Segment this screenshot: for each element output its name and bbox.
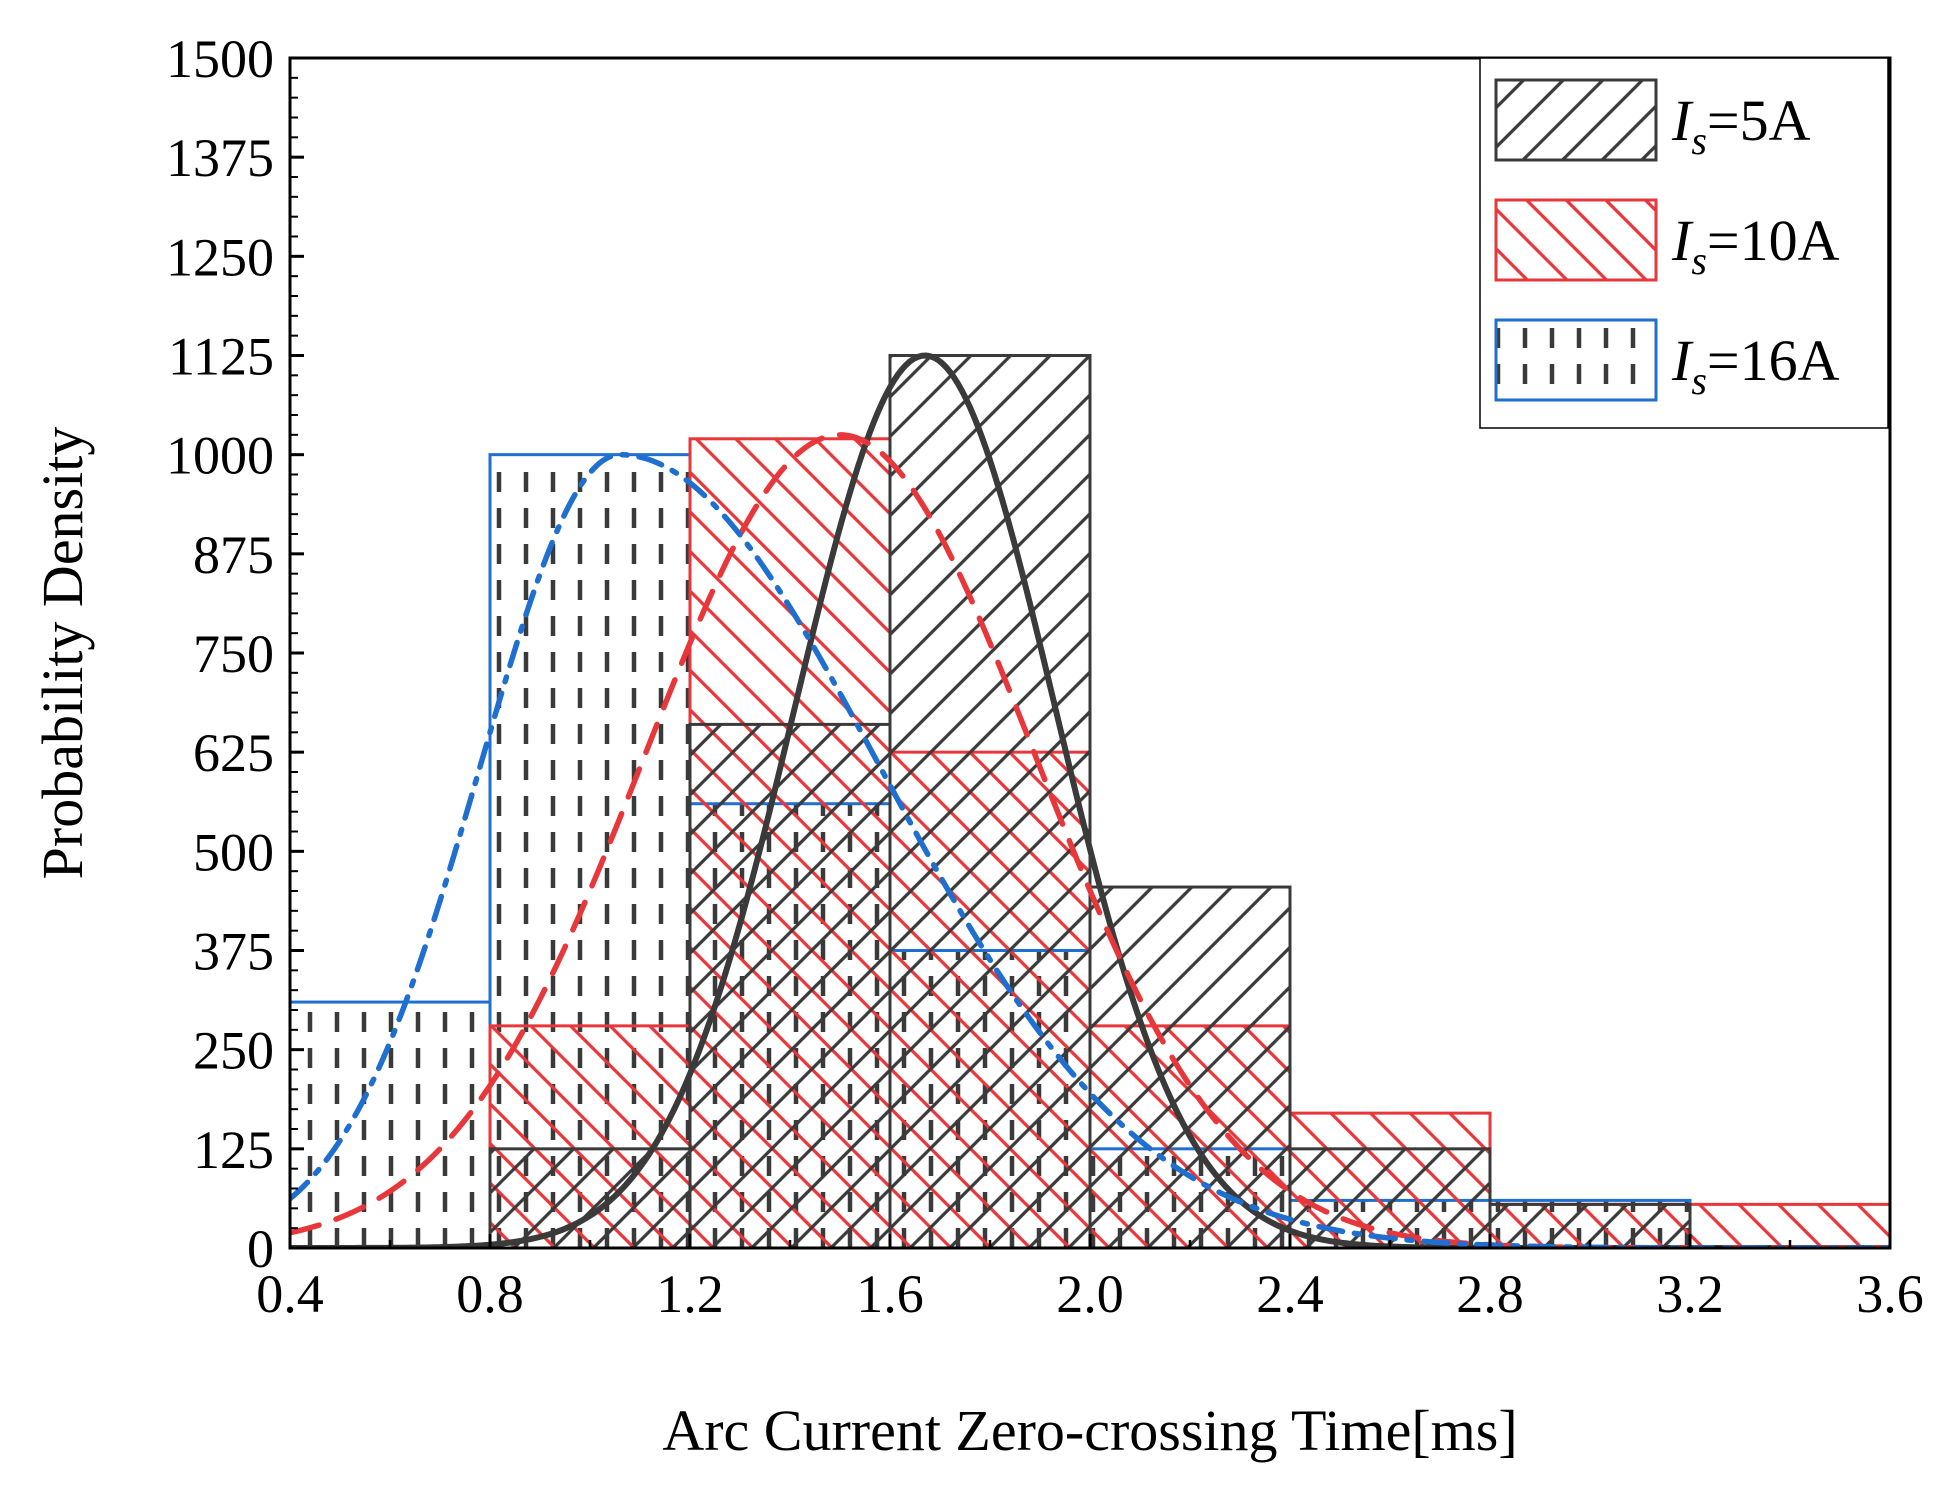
bar xyxy=(1088,885,1292,1248)
y-tick-label: 1250 xyxy=(166,227,274,287)
legend-swatch xyxy=(1494,198,1658,282)
x-tick-label: 0.4 xyxy=(256,1264,324,1324)
x-tick-label: 2.8 xyxy=(1456,1264,1524,1324)
legend: Is=5A Is=10A Is=16A xyxy=(1479,57,1889,429)
legend-label: Is=10A xyxy=(1671,208,1840,283)
x-tick-label: 2.0 xyxy=(1056,1264,1124,1324)
series-is-5a-bars xyxy=(488,354,1692,1248)
bar xyxy=(888,354,1092,1248)
legend-entry: Is=5A xyxy=(1494,78,1811,163)
y-tick-label: 250 xyxy=(193,1021,274,1081)
y-axis: 0 125 250 375 500 625 750 875 1000 1125 1250 1375 15… xyxy=(166,29,304,1279)
y-tick-label: 375 xyxy=(193,922,274,982)
x-axis-title: Arc Current Zero-crossing Time[ms] xyxy=(662,1398,1517,1463)
y-tick-label: 125 xyxy=(193,1120,274,1180)
x-tick-label: 1.6 xyxy=(856,1264,924,1324)
y-tick-label: 1125 xyxy=(168,327,274,387)
x-tick-label: 3.6 xyxy=(1856,1264,1924,1324)
y-tick-label: 1500 xyxy=(166,29,274,89)
y-tick-label: 500 xyxy=(193,822,274,882)
y-tick-label: 625 xyxy=(193,723,274,783)
x-tick-label: 3.2 xyxy=(1656,1264,1724,1324)
y-tick-label: 1375 xyxy=(166,128,274,188)
bar xyxy=(488,1147,692,1248)
legend-entry: Is=10A xyxy=(1494,198,1840,283)
y-tick-label: 875 xyxy=(193,525,274,585)
x-tick-label: 2.4 xyxy=(1256,1264,1324,1324)
legend-swatch xyxy=(1494,318,1658,402)
fit-curve-is-10a xyxy=(290,432,1890,1248)
bar xyxy=(290,1000,492,1248)
x-axis: 0.4 0.8 1.2 1.6 2.0 2.4 2.8 3.2 3.6 xyxy=(256,1234,1924,1324)
x-tick-label: 1.2 xyxy=(656,1264,724,1324)
fit-curve-is-5a xyxy=(290,352,1890,1248)
legend-label: Is=5A xyxy=(1671,88,1811,163)
y-tick-label: 0 xyxy=(247,1219,274,1279)
y-tick-label: 750 xyxy=(193,624,274,684)
y-axis-title: Probability Density xyxy=(30,427,95,880)
plot-area xyxy=(290,354,1890,1248)
legend-label: Is=16A xyxy=(1671,328,1840,403)
legend-swatch xyxy=(1494,78,1658,162)
x-tick-label: 0.8 xyxy=(456,1264,524,1324)
y-tick-label: 1000 xyxy=(166,426,274,486)
legend-entry: Is=16A xyxy=(1494,318,1840,403)
